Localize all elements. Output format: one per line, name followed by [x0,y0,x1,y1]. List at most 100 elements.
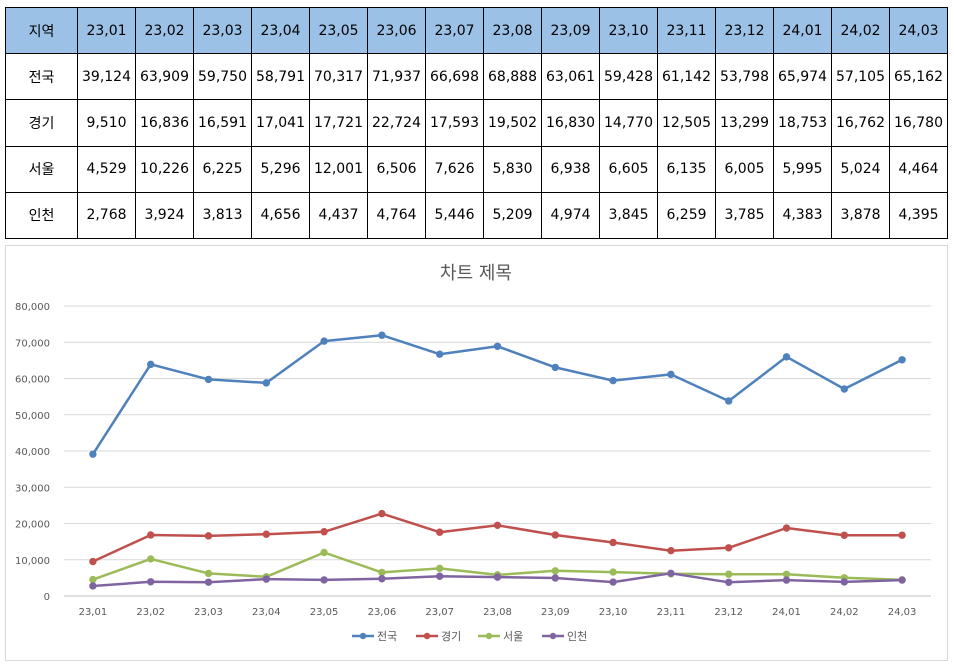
data-point [609,568,617,576]
value-cell: 59,750 [193,53,252,101]
data-point [147,360,155,369]
value-cell: 6,005 [715,145,774,193]
value-cell: 53,798 [715,53,774,101]
data-point [782,353,791,361]
header-cell: 23,09 [541,6,600,55]
data-point [320,337,328,345]
data-point [147,531,155,539]
x-tick-label: 23,06 [368,607,397,618]
legend-swatch-marker [485,632,493,640]
value-cell: 16,836 [135,99,194,147]
header-cell: 23,10 [599,6,658,55]
value-cell: 4,437 [309,191,368,240]
data-point [493,573,502,581]
chart-title: 차트 제목 [440,263,512,284]
header-cell: 23,08 [483,6,542,55]
data-point [436,572,444,580]
line-chart: 차트 제목 0 10,000 20,000 30,000 40,000 50,000 60,… [5,245,948,661]
value-cell: 2,768 [77,191,136,240]
data-point [840,531,848,539]
value-cell: 3,878 [831,191,890,240]
value-cell: 6,605 [599,145,658,193]
value-cell: 17,593 [425,99,484,147]
value-cell: 71,937 [367,53,426,101]
value-cell: 5,446 [425,191,484,240]
y-tick-label: 70,000 [15,338,50,349]
x-tick-label: 23,10 [599,607,628,618]
y-tick-label: 10,000 [15,556,50,567]
header-region: 지역 [5,6,78,55]
data-point [898,576,906,584]
header-cell: 24,01 [773,6,832,55]
value-cell: 6,259 [657,191,716,240]
data-point [89,450,97,458]
data-point [725,544,733,552]
y-tick-label: 40,000 [15,447,50,458]
value-cell: 16,780 [889,99,948,147]
x-tick-label: 23,05 [310,607,339,618]
data-point [378,568,386,577]
value-cell: 68,888 [483,53,542,101]
value-cell: 17,721 [309,99,368,147]
y-tick-label: 50,000 [15,411,50,422]
x-tick-label: 23,09 [541,607,570,618]
data-point [898,356,906,364]
data-point [609,578,617,586]
header-cell: 23,03 [193,6,252,55]
header-cell: 23,04 [251,6,310,55]
data-point [782,524,791,532]
data-point [147,555,155,563]
axis-layer: 0 10,000 20,000 30,000 40,000 50,000 60,000 70,… [15,302,916,618]
data-point [262,379,270,387]
x-tick-label: 23,07 [425,607,454,618]
x-tick-label: 24,01 [772,607,801,618]
data-point [493,342,502,350]
chart-svg: 차트 제목 0 10,000 20,000 30,000 40,000 50,000 60,… [15,263,931,643]
legend: 전국 경기 서울 인천 [352,629,587,643]
value-cell: 6,135 [657,145,716,193]
header-cell: 24,02 [831,6,890,55]
value-cell: 5,209 [483,191,542,240]
y-tick-label: 30,000 [15,483,50,494]
value-cell: 4,974 [541,191,600,240]
data-point [609,538,617,547]
y-tick-label: 80,000 [15,302,50,313]
value-cell: 4,529 [77,145,136,193]
value-cell: 16,830 [541,99,600,147]
value-cell: 70,317 [309,53,368,101]
value-cell: 6,938 [541,145,600,193]
x-tick-label: 23,04 [252,607,281,618]
data-point [436,350,444,358]
y-tick-label: 0 [44,592,50,603]
data-point [147,578,155,586]
header-cell: 23,11 [657,6,716,55]
series-0 [89,331,906,458]
series-layer [89,331,906,590]
x-tick-label: 23,03 [194,607,223,618]
value-cell: 58,791 [251,53,310,101]
value-cell: 10,226 [135,145,194,193]
value-cell: 5,024 [831,145,890,193]
value-cell: 9,510 [77,99,136,147]
data-point [551,567,559,575]
value-cell: 39,124 [77,53,136,101]
data-point [725,578,733,586]
table-header-row: 지역 23,01 23,02 23,03 23,04 23,05 23,06 23,07 23,… [5,6,948,55]
data-point [898,531,906,539]
data-point [551,531,559,539]
value-cell: 12,505 [657,99,716,147]
data-point [262,530,270,538]
value-cell: 63,909 [135,53,194,101]
region-data-table: 지역 23,01 23,02 23,03 23,04 23,05 23,06 23,07 23,… [5,6,948,240]
value-cell: 61,142 [657,53,716,101]
value-cell: 3,845 [599,191,658,240]
data-point [378,509,386,518]
header-cell: 23,02 [135,6,194,55]
value-cell: 12,001 [309,145,368,193]
header-cell: 24,03 [889,6,948,55]
legend-item: 경기 [416,630,461,643]
data-point [89,575,97,584]
data-point [551,574,559,582]
x-tick-label: 24,02 [830,607,859,618]
data-point [840,385,848,393]
